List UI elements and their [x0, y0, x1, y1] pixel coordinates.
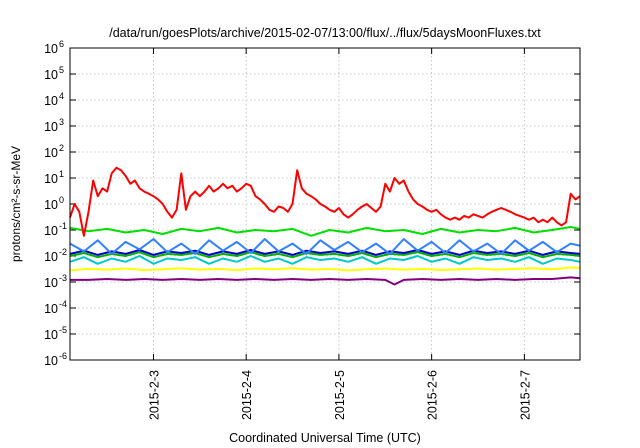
y-tick-label: 10: [44, 198, 58, 212]
x-axis: 2015-2-3 2015-2-4 2015-2-5 2015-2-6 2015-2-7: [147, 48, 532, 420]
y-tick-label: 10: [44, 354, 58, 368]
y-tick-label: 10: [44, 302, 58, 316]
y-tick-label: 10: [44, 146, 58, 160]
x-tick-label: 2015-2-3: [147, 370, 161, 420]
y-axis: 10 -610 -510 -410 -310 -210 -110 010 110 210 310 41…: [44, 39, 580, 368]
y-tick-exponent: -1: [59, 221, 67, 231]
y-tick-exponent: 0: [59, 195, 64, 205]
series-group: [69, 166, 581, 286]
y-tick-exponent: -3: [59, 273, 67, 283]
y-tick-exponent: -4: [59, 299, 67, 309]
series-line-1: [70, 276, 581, 286]
y-tick-exponent: 6: [59, 39, 64, 49]
series-line-8: [69, 166, 581, 237]
y-tick-label: 10: [44, 94, 58, 108]
series-line-2: [69, 266, 581, 272]
y-tick-exponent: -5: [59, 325, 67, 335]
y-tick-exponent: 5: [59, 65, 64, 75]
x-tick-label: 2015-2-6: [426, 370, 440, 420]
x-tick-label: 2015-2-5: [333, 370, 347, 420]
y-tick-label: 10: [44, 120, 58, 134]
series-line-3: [69, 255, 581, 265]
y-tick-label: 10: [44, 172, 58, 186]
y-tick-label: 10: [44, 42, 58, 56]
y-tick-label: 10: [44, 250, 58, 264]
y-tick-exponent: 1: [59, 169, 64, 179]
y-tick-exponent: 2: [59, 143, 64, 153]
y-tick-exponent: 4: [59, 91, 64, 101]
chart-title: /data/run/goesPlots/archive/2015-02-07/1…: [109, 26, 541, 40]
y-tick-label: 10: [44, 224, 58, 238]
y-tick-label: 10: [44, 276, 58, 290]
series-line-6: [69, 238, 581, 255]
series-line-4: [69, 251, 581, 259]
y-axis-label: protons/cm²-s-sr-MeV: [9, 146, 23, 262]
y-tick-exponent: -6: [59, 351, 67, 361]
y-tick-label: 10: [44, 328, 58, 342]
series-line-7: [69, 226, 581, 237]
grid: [70, 48, 580, 360]
y-tick-exponent: 3: [59, 117, 64, 127]
plot-frame: [69, 47, 581, 361]
x-tick-label: 2015-2-4: [240, 370, 254, 420]
x-tick-label: 2015-2-7: [518, 370, 532, 420]
y-tick-label: 10: [44, 68, 58, 82]
x-axis-label: Coordinated Universal Time (UTC): [229, 431, 421, 445]
y-tick-exponent: -2: [59, 247, 67, 257]
